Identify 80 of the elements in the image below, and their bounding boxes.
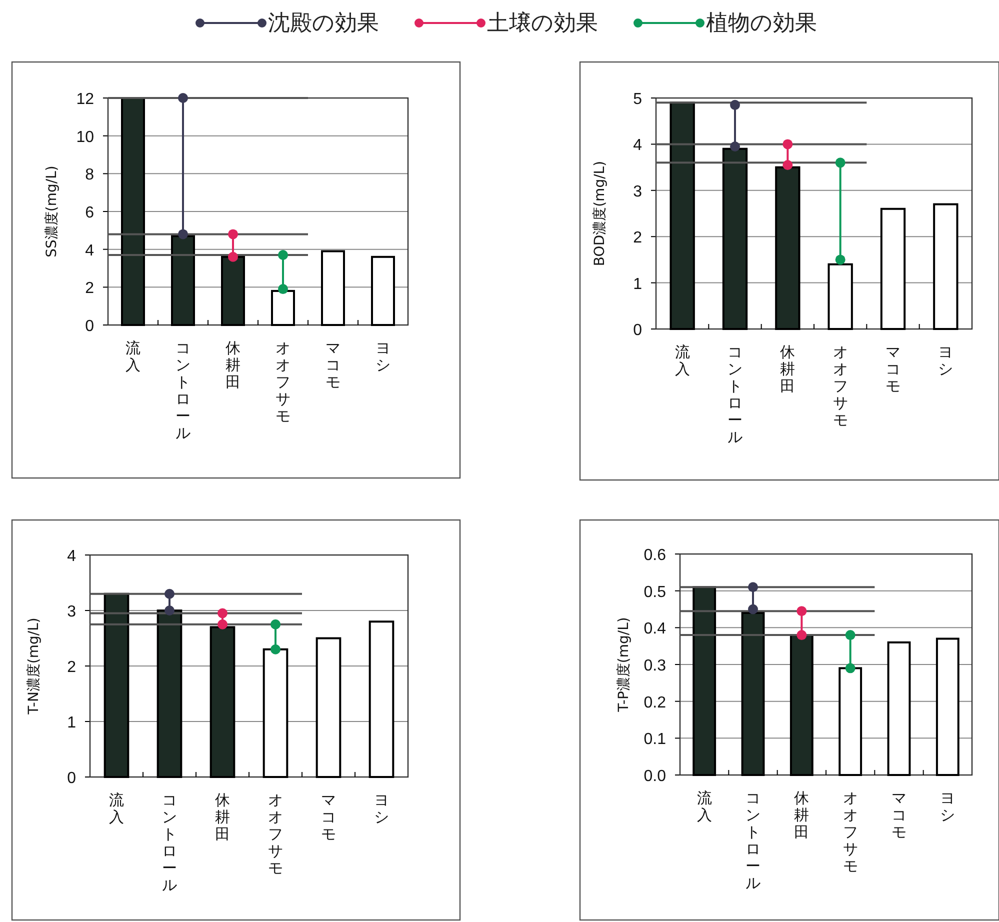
y-tick-label: 2 <box>633 230 642 247</box>
y-tick-label: 0.4 <box>644 620 666 638</box>
y-axis-title: SS濃度(mg/L) <box>44 166 60 258</box>
y-tick-label: 3 <box>633 183 642 200</box>
x-tick-label: ヨシ <box>376 339 390 374</box>
x-tick-label: マコモ <box>321 791 336 843</box>
x-tick-label: 休耕田 <box>780 343 796 395</box>
legend-label: 沈殿の効果 <box>268 11 379 36</box>
x-tick-label: コントロール <box>728 343 742 446</box>
bar <box>722 148 748 330</box>
y-tick-label: 2 <box>67 659 76 676</box>
x-tick-label: オオフサモ <box>276 339 290 425</box>
y-tick-label: 0.0 <box>644 768 666 785</box>
x-tick-label: コントロール <box>162 791 177 894</box>
bar <box>262 648 288 778</box>
bar <box>371 256 395 326</box>
y-tick-label: 0.6 <box>644 547 666 564</box>
y-tick-label: 4 <box>85 242 94 260</box>
x-tick-label: オオフサモ <box>268 791 283 877</box>
legend-label: 土壌の効果 <box>487 11 598 36</box>
x-tick-label: ヨシ <box>938 343 954 378</box>
bar <box>692 586 716 776</box>
y-tick-label: 4 <box>633 137 642 154</box>
bar <box>838 667 862 776</box>
x-tick-label: ヨシ <box>374 791 389 826</box>
y-axis-title: T-N濃度(mg/L) <box>26 618 42 716</box>
y-tick-label: 5 <box>633 91 642 108</box>
y-tick-label: 0 <box>633 322 642 339</box>
y-tick-label: 0.5 <box>644 584 666 601</box>
x-tick-label: 流入 <box>109 791 124 826</box>
bar <box>104 592 130 778</box>
y-axis-title: T-P濃度(mg/L) <box>616 617 632 713</box>
x-tick-label: 流入 <box>126 339 140 374</box>
bar <box>933 203 958 330</box>
x-tick-label: ヨシ <box>940 789 956 824</box>
x-tick-label: マコモ <box>886 343 900 395</box>
y-tick-label: 8 <box>85 166 94 184</box>
y-tick-label: 3 <box>67 604 76 620</box>
legend-label: 植物の効果 <box>706 11 817 36</box>
y-tick-label: 4 <box>67 548 76 565</box>
bar <box>887 641 911 776</box>
bar <box>121 97 145 326</box>
bar <box>741 612 765 776</box>
x-tick-label: 休耕田 <box>794 789 810 841</box>
x-tick-label: 流入 <box>696 789 712 824</box>
x-tick-label: マコモ <box>892 789 906 841</box>
x-tick-label: 休耕田 <box>226 339 240 391</box>
x-tick-label: オオフサモ <box>832 343 848 429</box>
bar <box>271 290 295 326</box>
x-tick-label: オオフサモ <box>842 789 858 875</box>
x-tick-label: マコモ <box>326 339 340 391</box>
y-tick-label: 0.1 <box>644 731 666 748</box>
y-tick-label: 0 <box>67 770 76 787</box>
x-tick-label: コントロール <box>176 339 190 442</box>
bar <box>775 166 800 330</box>
x-tick-label: 流入 <box>674 343 690 378</box>
y-tick-label: 0.2 <box>644 694 666 712</box>
y-tick-label: 1 <box>67 714 76 732</box>
y-tick-label: 1 <box>633 276 642 293</box>
y-axis-title: BOD濃度(mg/L) <box>592 160 608 266</box>
bar <box>670 102 695 330</box>
x-tick-label: コントロール <box>746 789 760 892</box>
bar <box>790 634 814 776</box>
x-tick-label: 休耕田 <box>215 791 230 843</box>
y-tick-label: 0.3 <box>644 658 666 674</box>
y-tick-label: 2 <box>85 280 94 298</box>
y-tick-label: 10 <box>76 128 94 146</box>
bar <box>221 256 245 326</box>
bar <box>156 610 182 778</box>
bar <box>936 638 960 776</box>
bar <box>828 263 853 330</box>
bar <box>880 208 906 330</box>
bar <box>368 620 394 778</box>
y-tick-label: 6 <box>85 204 94 222</box>
bar <box>210 626 236 778</box>
bar <box>321 250 345 326</box>
y-tick-label: 12 <box>76 91 94 108</box>
bar <box>171 235 195 326</box>
y-tick-label: 0 <box>85 318 94 335</box>
bar <box>316 637 342 778</box>
